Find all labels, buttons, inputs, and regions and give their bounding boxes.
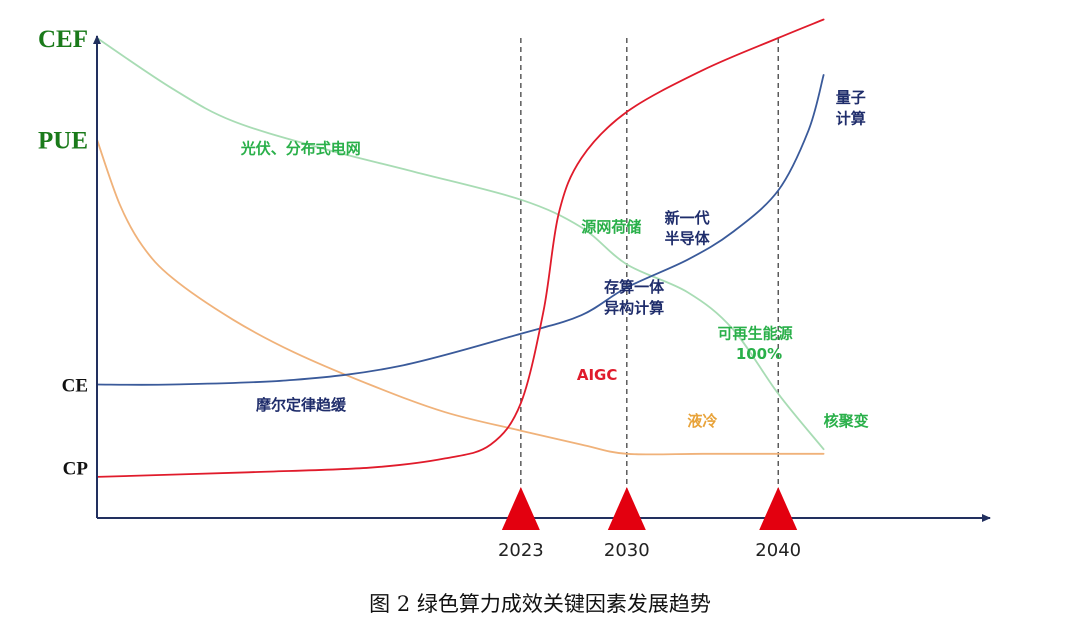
series-line-pue <box>96 138 825 456</box>
annotation-label: 100% <box>736 345 782 363</box>
annotation-label: 液冷 <box>687 412 717 430</box>
annotation-label: 新一代 <box>665 209 710 227</box>
y-axis-labels: CEF PUE CE CP <box>38 26 88 480</box>
annotation-label: 异构计算 <box>604 299 664 317</box>
milestone-lines <box>520 38 779 518</box>
series-layer <box>96 18 825 478</box>
y-label-cef: CEF <box>38 26 88 53</box>
x-tick-labels: 2023 2030 2040 <box>498 540 801 561</box>
series-line-cp <box>96 18 825 478</box>
figure-caption: 图 2 绿色算力成效关键因素发展趋势 <box>369 592 711 616</box>
annotation-label: 存算一体 <box>604 278 665 296</box>
annotation-label: 光伏、分布式电网 <box>240 140 361 158</box>
x-tick-2023: 2023 <box>498 540 544 561</box>
annotation-label: 可再生能源 <box>718 324 793 342</box>
milestone-marker-2030 <box>607 487 646 530</box>
x-tick-2030: 2030 <box>604 540 650 561</box>
annotation-label: 量子 <box>836 89 866 107</box>
annotation-label: 摩尔定律趋缓 <box>256 396 347 414</box>
annotation-label: 半导体 <box>665 230 711 248</box>
y-label-ce: CE <box>62 376 88 397</box>
y-label-pue: PUE <box>38 128 88 155</box>
series-line-ce <box>96 74 825 386</box>
milestone-marker-2040 <box>759 487 798 530</box>
series-line-cef <box>96 37 825 451</box>
milestone-marker-2023 <box>501 487 540 530</box>
y-label-cp: CP <box>63 459 89 480</box>
milestone-markers <box>501 487 798 530</box>
annotation-label: 源网荷储 <box>581 218 641 236</box>
x-tick-2040: 2040 <box>755 540 801 561</box>
annotation-label: 核聚变 <box>824 412 869 430</box>
annotation-label: AIGC <box>577 366 618 384</box>
annotation-label: 计算 <box>836 109 866 127</box>
